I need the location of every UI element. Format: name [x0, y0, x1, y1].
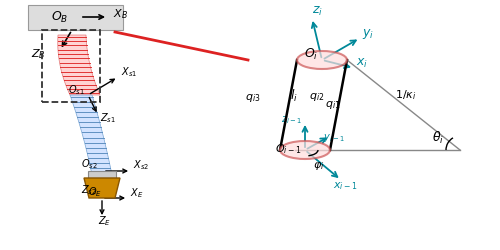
Text: $X_{s2}$: $X_{s2}$ — [133, 158, 149, 172]
Text: $O_{s2}$: $O_{s2}$ — [81, 157, 98, 171]
Text: $\theta_i$: $\theta_i$ — [432, 130, 444, 146]
Text: $Z_{s2}$: $Z_{s2}$ — [81, 183, 97, 197]
Text: $y_{i-1}$: $y_{i-1}$ — [323, 132, 345, 144]
FancyBboxPatch shape — [28, 5, 123, 30]
Text: $x_{i-1}$: $x_{i-1}$ — [333, 180, 358, 192]
Text: $1/\kappa_i$: $1/\kappa_i$ — [395, 88, 416, 102]
Text: $Z_{s1}$: $Z_{s1}$ — [100, 111, 116, 125]
Text: $y_i$: $y_i$ — [362, 27, 374, 41]
Text: $x_i$: $x_i$ — [356, 57, 368, 70]
Ellipse shape — [297, 51, 347, 69]
Text: $Z_E$: $Z_E$ — [98, 214, 111, 228]
Ellipse shape — [280, 141, 330, 159]
Text: $q_{i3}$: $q_{i3}$ — [245, 92, 260, 104]
Polygon shape — [84, 178, 120, 198]
Text: $O_E$: $O_E$ — [88, 185, 102, 199]
Text: $X_{s1}$: $X_{s1}$ — [121, 65, 138, 79]
Text: $O_B$: $O_B$ — [52, 10, 68, 24]
Text: $O_i$: $O_i$ — [304, 47, 318, 62]
Text: $z_i$: $z_i$ — [312, 5, 323, 18]
Text: $O_{i-1}$: $O_{i-1}$ — [275, 142, 301, 156]
Text: $X_B$: $X_B$ — [113, 7, 128, 21]
Text: $q_{i2}$: $q_{i2}$ — [309, 91, 324, 103]
Text: $Z_B$: $Z_B$ — [30, 47, 46, 61]
Bar — [88, 171, 116, 178]
Text: $l_i$: $l_i$ — [290, 88, 298, 104]
Bar — [42, 30, 100, 102]
Text: $O_{s1}$: $O_{s1}$ — [68, 83, 85, 97]
Text: $q_{i1}$: $q_{i1}$ — [325, 99, 340, 111]
Text: $z_{i-1}$: $z_{i-1}$ — [281, 114, 302, 126]
Polygon shape — [70, 95, 112, 175]
Text: $X_E$: $X_E$ — [130, 186, 143, 200]
Polygon shape — [58, 35, 100, 95]
Text: $\varphi_i$: $\varphi_i$ — [313, 160, 324, 172]
